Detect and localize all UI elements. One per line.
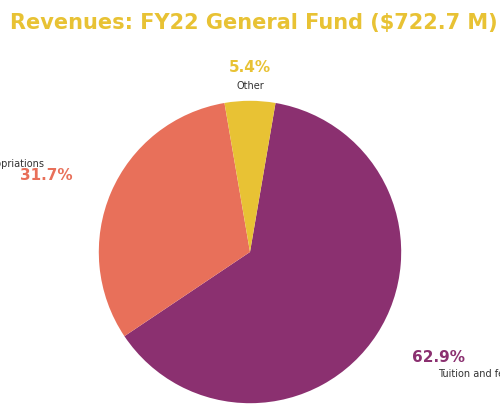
Text: State appropriations: State appropriations <box>0 159 44 169</box>
Text: 5.4%: 5.4% <box>229 60 271 75</box>
Wedge shape <box>224 101 276 252</box>
Wedge shape <box>99 103 250 336</box>
Text: Other: Other <box>236 81 264 91</box>
Text: Revenues: FY22 General Fund ($722.7 M): Revenues: FY22 General Fund ($722.7 M) <box>10 13 498 33</box>
Text: Tuition and fees: Tuition and fees <box>438 369 500 379</box>
Text: 62.9%: 62.9% <box>412 350 466 365</box>
Wedge shape <box>124 103 401 403</box>
Text: 31.7%: 31.7% <box>20 168 72 183</box>
